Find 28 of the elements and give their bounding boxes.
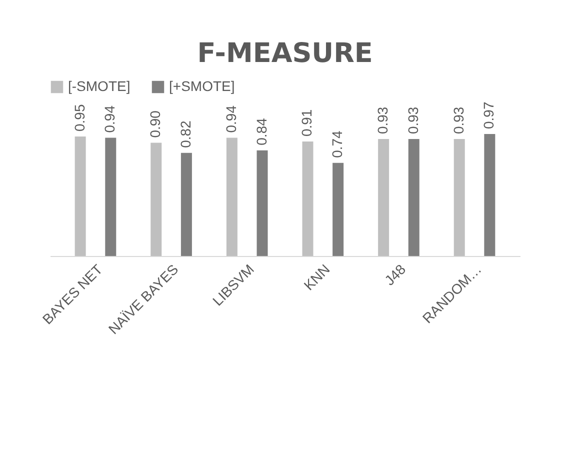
data-label: 0.90 (147, 110, 164, 138)
bar (484, 134, 496, 256)
data-label: 0.74 (329, 130, 346, 158)
bar (256, 150, 268, 256)
bar (74, 136, 86, 256)
data-label: 0.91 (298, 109, 315, 137)
data-label: 0.94 (102, 105, 118, 133)
data-label: 0.95 (71, 104, 88, 132)
bar (150, 142, 162, 256)
data-label: 0.93 (450, 106, 466, 134)
chart-title: F-MEASURE (197, 38, 373, 69)
x-tick-label: J48 (381, 260, 409, 288)
bar (408, 139, 420, 256)
bar (180, 152, 192, 256)
bar (454, 139, 465, 256)
legend-label: [-SMOTE] (68, 78, 130, 94)
data-label: 0.93 (404, 106, 421, 134)
bar (332, 162, 344, 256)
bar (226, 138, 238, 256)
data-label: 0.82 (177, 120, 194, 148)
bar (378, 139, 390, 256)
data-label: 0.93 (374, 106, 391, 134)
legend-label: [+SMOTE] (169, 78, 235, 94)
data-label: 0.97 (480, 102, 497, 129)
bar (105, 138, 116, 256)
data-label: 0.94 (222, 105, 239, 133)
bar (302, 142, 314, 256)
data-label: 0.84 (253, 118, 270, 146)
